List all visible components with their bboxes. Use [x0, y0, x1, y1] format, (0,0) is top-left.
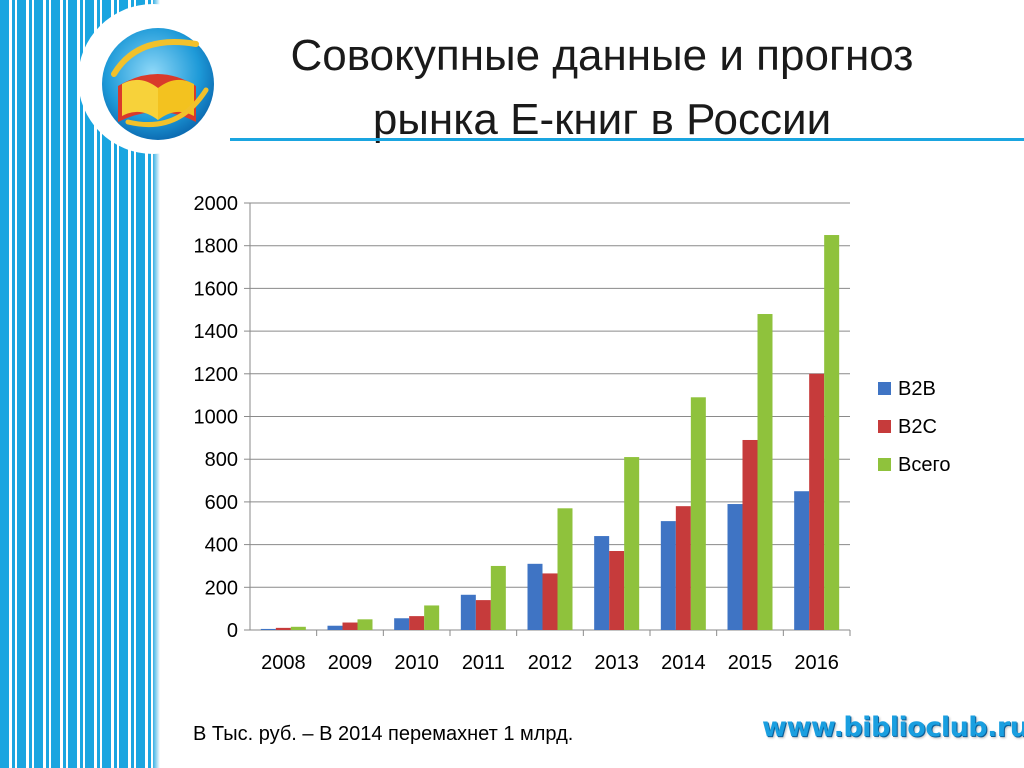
footnote: В Тыс. руб. – В 2014 перемахнет 1 млрд. — [193, 723, 574, 745]
y-tick-label: 1400 — [194, 321, 239, 343]
x-tick-label: 2013 — [594, 652, 639, 674]
y-tick-label: 200 — [205, 577, 238, 599]
book-logo-icon — [102, 28, 214, 140]
bar-b2b-2016 — [794, 491, 810, 630]
bar-b2c-2016 — [809, 373, 825, 630]
bar-b2c-2013 — [609, 551, 625, 630]
bar-b2b-2015 — [727, 504, 743, 630]
y-tick-label: 1600 — [194, 278, 239, 300]
bar-b2b-2013 — [594, 536, 610, 630]
bar-всего-2011 — [490, 565, 506, 630]
bar-b2b-2014 — [660, 521, 676, 630]
bar-всего-2015 — [757, 314, 773, 630]
logo — [78, 4, 228, 154]
bar-всего-2009 — [357, 619, 373, 630]
x-tick-label: 2009 — [328, 652, 373, 674]
bar-всего-2010 — [424, 605, 440, 630]
x-tick-label: 2011 — [462, 652, 505, 674]
x-tick-label: 2015 — [728, 652, 773, 674]
bar-b2b-2009 — [327, 625, 343, 630]
y-tick-label: 1200 — [194, 364, 239, 386]
bar-b2c-2015 — [742, 439, 758, 630]
y-tick-label: 2000 — [194, 193, 239, 215]
y-tick-label: 0 — [227, 620, 238, 642]
title-divider — [230, 138, 1024, 141]
legend-swatch — [878, 420, 891, 433]
slide-title-line-2: рынка Е-книг в России — [372, 95, 832, 144]
bar-всего-2014 — [690, 397, 706, 630]
y-tick-label: 1800 — [194, 236, 239, 258]
y-tick-label: 600 — [205, 492, 238, 514]
x-tick-label: 2010 — [394, 652, 439, 674]
x-tick-label: 2012 — [528, 652, 573, 674]
bar-всего-2013 — [624, 457, 640, 630]
y-tick-label: 400 — [205, 535, 238, 557]
y-tick-label: 800 — [205, 449, 238, 471]
y-tick-label: 1000 — [194, 407, 239, 429]
bar-b2c-2012 — [542, 573, 558, 630]
bar-всего-2008 — [290, 626, 306, 630]
bar-b2b-2010 — [394, 618, 410, 630]
legend-label: B2C — [898, 416, 937, 438]
x-tick-label: 2008 — [261, 652, 306, 674]
bar-b2c-2009 — [342, 622, 358, 630]
bar-b2c-2010 — [409, 616, 425, 630]
x-tick-label: 2014 — [661, 652, 706, 674]
x-tick-label: 2016 — [794, 652, 839, 674]
bar-chart: 0 200 400 600 800 1000 1200 1400 1600 1800 2000 200… — [194, 193, 951, 674]
bar-b2b-2011 — [460, 594, 476, 630]
bar-всего-2016 — [824, 235, 840, 630]
legend-label: Всего — [898, 454, 950, 476]
legend-swatch — [878, 382, 891, 395]
bar-всего-2012 — [557, 508, 573, 630]
website-link[interactable]: www.biblioclub.ru — [762, 712, 1024, 743]
bar-b2b-2012 — [527, 563, 543, 630]
bar-b2c-2014 — [675, 506, 691, 630]
legend-swatch — [878, 458, 891, 471]
bar-b2c-2008 — [275, 627, 291, 630]
slide-title: Совокупные данные и прогноз рынка Е-книг… — [232, 24, 972, 152]
bar-b2c-2011 — [475, 600, 491, 630]
legend-label: B2B — [898, 378, 936, 400]
slide-title-line-1: Совокупные данные и прогноз — [290, 31, 914, 80]
bar-b2b-2008 — [260, 628, 276, 630]
